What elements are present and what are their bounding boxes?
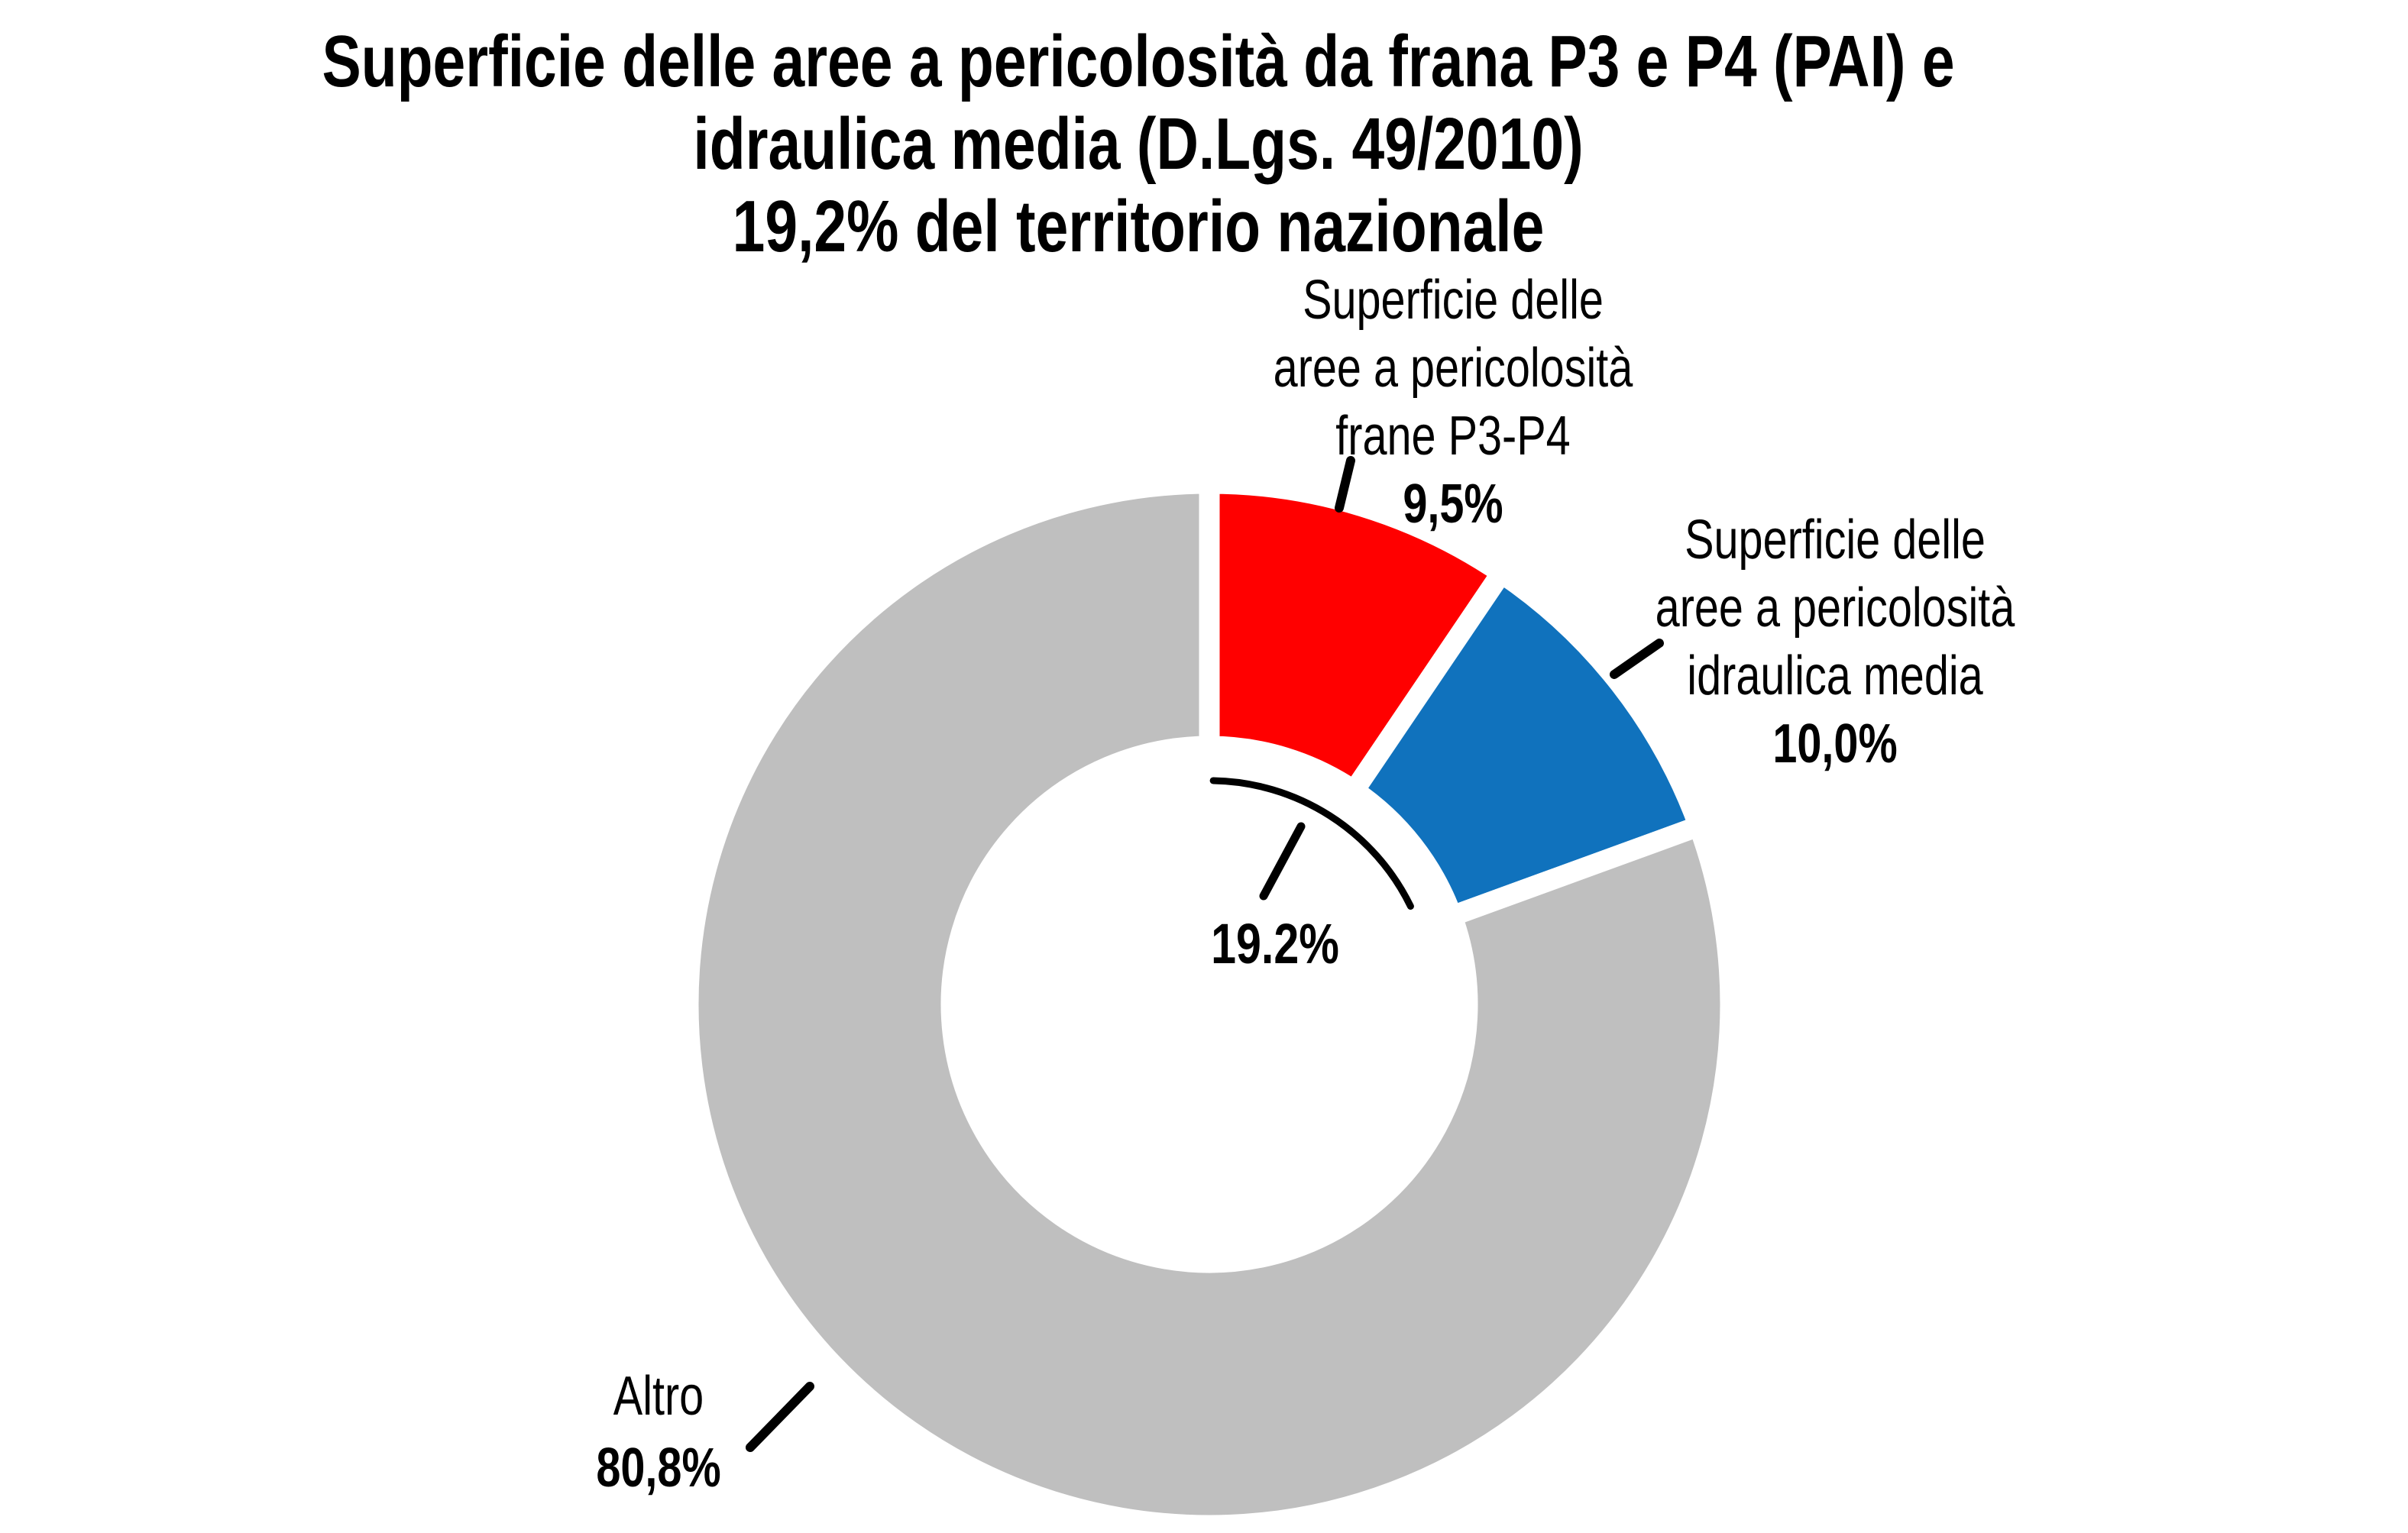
slice-idraulica [1339, 558, 1713, 930]
label-idraulica-line-3: idraulica media [1687, 645, 1983, 707]
label-frane-value: 9,5% [1403, 474, 1503, 535]
label-idraulica: Superficie delle aree a pericolosità idr… [1656, 506, 2015, 778]
leader-line-frane [1335, 456, 1355, 513]
label-altro-line-1: Altro [613, 1366, 704, 1427]
annotation-tick-line [1259, 822, 1306, 901]
leader-line-idraulica [1610, 639, 1664, 679]
leader-line-altro [746, 1382, 814, 1452]
chart-title: Superficie delle aree a pericolosità da … [322, 21, 1954, 268]
label-altro-value: 80,8% [596, 1438, 721, 1499]
center-annotation-value: 19.2% [1211, 912, 1339, 975]
chart-title-line-3: 19,2% del territorio nazionale [732, 186, 1545, 267]
slice-altro [678, 473, 1741, 1533]
label-frane-line-2: aree a pericolosità [1273, 338, 1633, 399]
label-frane: Superficie delle aree a pericolosità fra… [1274, 267, 1633, 538]
annotation-arc [1209, 777, 1414, 910]
label-frane-line-1: Superficie delle [1303, 270, 1604, 331]
label-idraulica-line-1: Superficie delle [1685, 509, 1986, 571]
chart-title-line-1: Superficie delle aree a pericolosità da … [322, 21, 1955, 102]
chart-title-line-2: idraulica media (D.Lgs. 49/2010) [693, 103, 1584, 185]
donut-slices [678, 473, 1741, 1533]
label-altro: Altro 80,8% [596, 1360, 720, 1504]
label-frane-line-3: frane P3-P4 [1335, 406, 1571, 467]
label-idraulica-line-2: aree a pericolosità [1655, 577, 2015, 639]
label-idraulica-value: 10,0% [1772, 713, 1898, 775]
